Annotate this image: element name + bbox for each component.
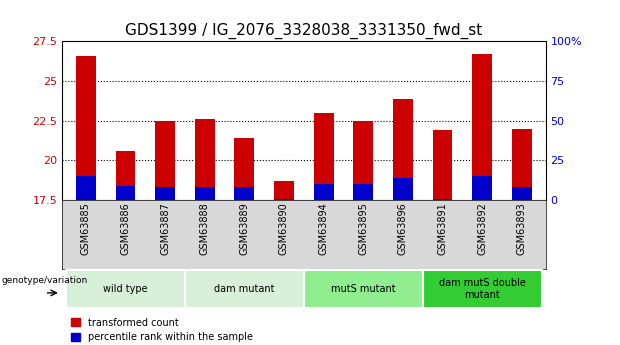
Bar xyxy=(472,176,492,200)
Text: GSM63892: GSM63892 xyxy=(477,202,487,255)
Bar xyxy=(115,151,135,200)
Bar xyxy=(423,270,542,308)
Bar xyxy=(234,187,254,200)
Bar xyxy=(472,54,492,200)
Text: GSM63885: GSM63885 xyxy=(81,202,91,255)
Bar xyxy=(155,187,175,200)
Bar xyxy=(195,119,215,200)
Bar xyxy=(115,186,135,200)
Bar xyxy=(76,176,95,200)
Bar xyxy=(234,138,254,200)
Bar xyxy=(195,187,215,200)
Bar xyxy=(353,184,373,200)
Bar xyxy=(304,270,423,308)
Bar xyxy=(512,187,532,200)
Text: GSM63887: GSM63887 xyxy=(160,202,170,255)
Bar xyxy=(76,56,95,200)
Text: GSM63890: GSM63890 xyxy=(279,202,289,255)
Bar xyxy=(512,129,532,200)
Bar xyxy=(433,130,453,200)
Text: genotype/variation: genotype/variation xyxy=(1,276,87,285)
Text: mutS mutant: mutS mutant xyxy=(331,284,396,294)
Bar xyxy=(155,121,175,200)
Text: dam mutS double
mutant: dam mutS double mutant xyxy=(439,278,526,300)
Text: GSM63896: GSM63896 xyxy=(398,202,408,255)
Bar xyxy=(433,198,453,200)
Bar xyxy=(393,178,413,200)
Text: GSM63893: GSM63893 xyxy=(517,202,527,255)
Text: GSM63891: GSM63891 xyxy=(438,202,448,255)
Bar xyxy=(185,270,304,308)
Legend: transformed count, percentile rank within the sample: transformed count, percentile rank withi… xyxy=(67,314,257,345)
Bar xyxy=(314,113,334,200)
Text: GSM63894: GSM63894 xyxy=(319,202,329,255)
Text: dam mutant: dam mutant xyxy=(214,284,275,294)
Text: wild type: wild type xyxy=(103,284,148,294)
Bar xyxy=(353,121,373,200)
Text: GSM63889: GSM63889 xyxy=(239,202,249,255)
Title: GDS1399 / IG_2076_3328038_3331350_fwd_st: GDS1399 / IG_2076_3328038_3331350_fwd_st xyxy=(125,22,482,39)
Bar xyxy=(314,184,334,200)
Bar xyxy=(274,198,294,200)
Text: GSM63895: GSM63895 xyxy=(358,202,368,255)
Bar xyxy=(66,270,185,308)
Text: GSM63886: GSM63886 xyxy=(120,202,130,255)
Bar xyxy=(393,99,413,200)
Bar xyxy=(274,181,294,200)
Text: GSM63888: GSM63888 xyxy=(200,202,210,255)
